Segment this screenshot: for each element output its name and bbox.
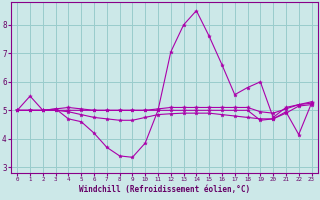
X-axis label: Windchill (Refroidissement éolien,°C): Windchill (Refroidissement éolien,°C) — [79, 185, 250, 194]
